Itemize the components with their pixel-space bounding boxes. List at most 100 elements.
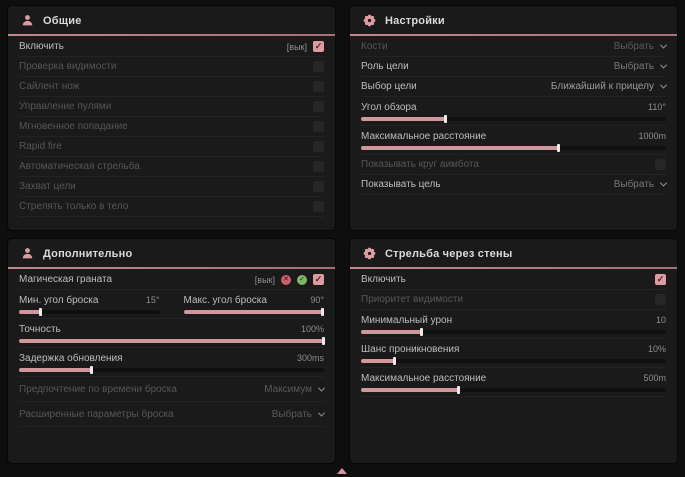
show-target-dropdown[interactable]: Выбрать [613,179,668,190]
row-rapid-fire[interactable]: Rapid fire [19,137,324,157]
panel-additional: Дополнительно Магическая граната [вык] ✕… [8,239,335,463]
row-body-only[interactable]: Стрелять только в тело [19,197,324,217]
row-label: Угол обзора [361,101,417,113]
silent-knife-checkbox[interactable] [313,81,324,92]
row-penetration-chance: Шанс проникновения 10% [361,339,666,368]
slider-value: 10% [647,344,666,354]
dropdown-value: Максимум [264,383,312,395]
row-target-selection[interactable]: Выбор цели Ближайший к прицелу [361,77,668,97]
row-label: Шанс проникновения [361,343,460,355]
row-label: Приоритет видимости [361,294,464,305]
slider-fill [361,328,423,336]
row-max-distance: Максимальное расстояние 1000m [361,126,666,155]
panel-title: Дополнительно [43,247,133,260]
visibility-priority-checkbox[interactable] [655,294,666,305]
visibility-check-checkbox[interactable] [313,61,324,72]
enable-checkbox[interactable] [313,41,324,52]
slider-value: 10 [655,315,666,325]
throw-time-pref-dropdown[interactable]: Максимум [264,383,326,395]
row-label: Выбор цели [361,81,417,92]
row-label: Предпочтение по времени броска [19,383,177,395]
body-only-checkbox[interactable] [313,201,324,212]
green-check-icon[interactable]: ✓ [297,274,307,285]
slider-fill [19,366,94,374]
row-min-throw-angle: Мин. угол броска 15° [19,290,160,318]
panel-walls-header: Стрельба через стены [350,239,677,267]
slider-value: 110° [648,102,666,112]
row-label: Захват цели [19,181,76,192]
slider-fill [183,308,324,316]
min-damage-slider[interactable] [361,328,666,336]
row-label: Точность [19,323,61,335]
row-instant-hit[interactable]: Мгновенное попадание [19,117,324,137]
row-show-target[interactable]: Показывать цель Выбрать [361,175,668,195]
row-show-aimbot-circle[interactable]: Показывать круг аимбота [361,155,666,175]
panel-title: Стрельба через стены [385,247,513,260]
max-throw-angle-slider[interactable] [183,308,324,316]
walls-enable-checkbox[interactable] [655,274,666,285]
row-target-role[interactable]: Роль цели Выбрать [361,57,668,77]
row-label: Кости [361,41,388,52]
header-accent-line [8,267,335,269]
walls-max-distance-slider[interactable] [361,386,666,394]
slider-value: 1000m [638,131,666,141]
slider-fill [361,386,460,394]
target-lock-checkbox[interactable] [313,181,324,192]
row-visibility-check[interactable]: Проверка видимости [19,57,324,77]
row-enable[interactable]: Включить [вык] [19,37,324,57]
throw-angle-row: Мин. угол броска 15° Макс. угол броска 9… [19,290,324,319]
accuracy-slider[interactable] [19,337,325,345]
row-silent-knife[interactable]: Сайлент нож [19,77,324,97]
fov-slider[interactable] [361,115,666,123]
dropdown-value: Выбрать [613,61,654,72]
row-target-lock[interactable]: Захват цели [19,177,324,197]
broken-heart-icon[interactable]: ✕ [281,274,291,285]
panel-additional-header: Дополнительно [8,239,335,267]
min-throw-angle-slider[interactable] [19,308,160,316]
row-visibility-priority[interactable]: Приоритет видимости [361,290,666,310]
show-aimbot-circle-checkbox[interactable] [655,159,666,170]
header-accent-line [350,267,677,269]
row-min-damage: Минимальный урон 10 [361,310,666,339]
chevron-down-icon [659,41,668,49]
rapid-fire-checkbox[interactable] [313,141,324,152]
bullet-control-checkbox[interactable] [313,101,324,112]
auto-fire-checkbox[interactable] [313,161,324,172]
person-icon [22,248,33,259]
max-distance-slider[interactable] [361,144,666,152]
dropdown-value: Ближайший к прицелу [550,81,654,92]
row-label: Показывать круг аимбота [361,159,479,170]
row-bones[interactable]: Кости Выбрать [361,37,668,57]
row-throw-time-pref[interactable]: Предпочтение по времени броска Максимум [19,377,326,402]
target-selection-dropdown[interactable]: Ближайший к прицелу [550,81,668,92]
penetration-chance-slider[interactable] [361,357,666,365]
slider-value: 500m [643,373,666,383]
row-label: Максимальное расстояние [361,130,487,142]
row-magic-grenade[interactable]: Магическая граната [вык] ✕ ✓ [19,270,324,290]
chevron-down-icon [317,384,326,392]
row-label: Магическая граната [19,274,113,285]
magic-grenade-checkbox[interactable] [313,274,324,285]
panel-title: Настройки [385,14,445,27]
row-label: Мин. угол броска [19,294,99,306]
slider-value: 15° [145,295,160,305]
resize-arrow-icon[interactable] [337,468,347,474]
advanced-throw-dropdown[interactable]: Выбрать [272,409,326,420]
chevron-down-icon [659,179,668,187]
keybind-hint: [вык] [286,41,307,52]
dropdown-value: Выбрать [613,179,654,190]
update-delay-slider[interactable] [19,366,324,374]
row-auto-fire[interactable]: Автоматическая стрельба [19,157,324,177]
row-label: Стрелять только в тело [19,201,129,212]
bones-dropdown[interactable]: Выбрать [613,41,668,52]
panel-settings: Настройки Кости Выбрать Роль цели Выбрат… [350,6,677,230]
instant-hit-checkbox[interactable] [313,121,324,132]
row-bullet-control[interactable]: Управление пулями [19,97,324,117]
row-advanced-throw[interactable]: Расширенные параметры броска Выбрать [19,402,326,427]
dropdown-value: Выбрать [613,41,654,52]
row-walls-enable[interactable]: Включить [361,270,666,290]
target-role-dropdown[interactable]: Выбрать [613,61,668,72]
slider-fill [19,337,325,345]
row-label: Макс. угол броска [183,294,267,306]
